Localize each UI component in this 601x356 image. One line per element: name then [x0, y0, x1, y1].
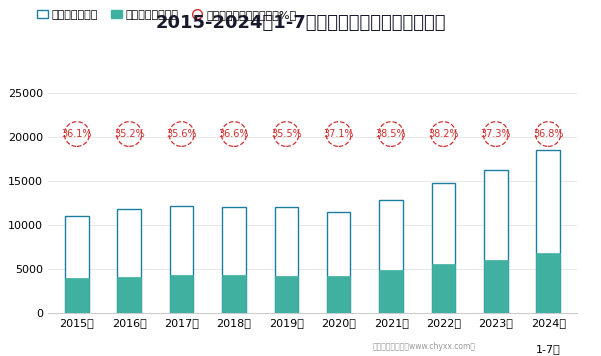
Bar — [327, 212, 350, 313]
Text: 37.3%: 37.3% — [480, 129, 511, 139]
Bar — [170, 275, 194, 313]
Text: 35.2%: 35.2% — [114, 129, 145, 139]
Text: 制图：智研咨询（www.chyxx.com）: 制图：智研咨询（www.chyxx.com） — [373, 342, 475, 351]
Bar — [275, 207, 298, 313]
Text: 1-7月: 1-7月 — [535, 344, 561, 354]
Bar — [484, 170, 508, 313]
Bar — [65, 278, 89, 313]
Text: 38.5%: 38.5% — [376, 129, 406, 139]
Bar — [432, 264, 455, 313]
Text: 37.1%: 37.1% — [323, 129, 354, 139]
Bar — [222, 274, 246, 313]
Bar — [327, 276, 350, 313]
Bar — [536, 150, 560, 313]
Text: 35.6%: 35.6% — [166, 129, 197, 139]
Bar — [117, 209, 141, 313]
Bar — [379, 200, 403, 313]
Bar — [484, 260, 508, 313]
Bar — [432, 183, 455, 313]
Bar — [379, 270, 403, 313]
Bar — [65, 216, 89, 313]
Text: 2015-2024年1-7月甘肃省工业企业资产统计图: 2015-2024年1-7月甘肃省工业企业资产统计图 — [155, 14, 446, 32]
Text: 35.5%: 35.5% — [271, 129, 302, 139]
Legend: 总资产（亿元）, 流动资产（亿元）, 流动资产占总资产比率（%）: 总资产（亿元）, 流动资产（亿元）, 流动资产占总资产比率（%） — [32, 5, 301, 24]
Bar — [536, 253, 560, 313]
Bar — [222, 207, 246, 313]
Bar — [170, 205, 194, 313]
Bar — [117, 277, 141, 313]
Text: 36.8%: 36.8% — [533, 129, 563, 139]
Text: 36.1%: 36.1% — [62, 129, 92, 139]
Text: 38.2%: 38.2% — [428, 129, 459, 139]
Bar — [275, 276, 298, 313]
Text: 36.6%: 36.6% — [219, 129, 249, 139]
